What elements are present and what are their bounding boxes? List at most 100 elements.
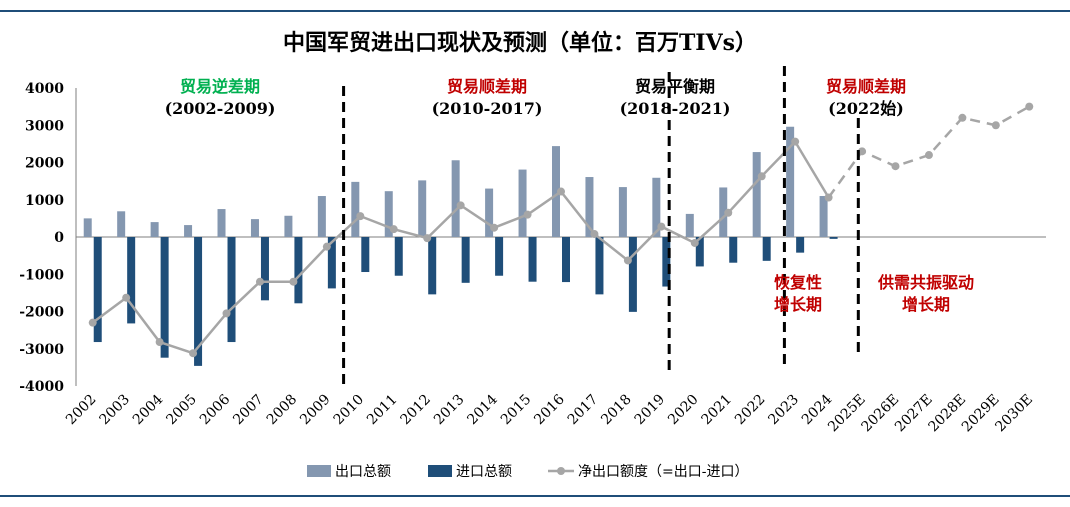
import-bar <box>662 237 671 287</box>
period-label-range: (2022始) <box>828 99 904 118</box>
net-export-point <box>322 242 331 251</box>
x-tick-label: 2005 <box>163 392 200 429</box>
net-export-point <box>523 210 532 219</box>
bottom-rule <box>0 495 1070 497</box>
export-bar <box>752 152 761 237</box>
export-bar <box>786 126 795 237</box>
period-label-title: 贸易顺差期 <box>826 77 906 96</box>
import-bar <box>394 237 403 276</box>
period-label-title: 贸易平衡期 <box>635 77 715 96</box>
import-bar <box>729 237 738 263</box>
import-bar <box>127 237 136 324</box>
import-bar <box>194 237 203 366</box>
export-bar <box>150 222 159 237</box>
chart-title: 中国军贸进出口现状及预测（单位：百万TIVs） <box>283 30 757 56</box>
phase-label: 增长期 <box>774 295 822 314</box>
import-bar <box>327 237 336 289</box>
y-tick-label: 4000 <box>25 81 64 97</box>
net-export-point <box>456 201 465 210</box>
x-tick-label: 2019 <box>632 392 669 429</box>
import-bar <box>294 237 303 304</box>
y-tick-label: -2000 <box>19 305 64 321</box>
net-export-point <box>590 230 599 239</box>
x-tick-label: 2030E <box>992 392 1036 436</box>
x-tick-label: 2022 <box>732 392 769 429</box>
period-label-title: 贸易逆差期 <box>180 77 260 96</box>
x-tick-label: 2007 <box>230 392 267 429</box>
x-tick-label: 2015 <box>498 392 535 429</box>
y-tick-label: -4000 <box>19 379 64 395</box>
y-tick-label: 3000 <box>25 118 64 134</box>
period-label-range: (2018-2021) <box>620 99 731 118</box>
x-tick-label: 2017 <box>565 392 602 429</box>
x-tick-label: 2008 <box>264 392 301 429</box>
y-tick-label: 2000 <box>25 156 64 172</box>
x-tick-label: 2013 <box>431 392 468 429</box>
net-export-point <box>623 256 632 265</box>
period-label-range: (2002-2009) <box>165 99 276 118</box>
import-bar <box>829 237 838 239</box>
net-export-point <box>757 172 766 181</box>
net-export-point <box>189 349 198 358</box>
top-rule <box>0 10 1070 12</box>
export-bar <box>552 146 560 237</box>
x-tick-label: 2016 <box>531 391 568 428</box>
legend-export-swatch <box>307 465 331 477</box>
net-export-point <box>255 277 264 286</box>
net-export-point <box>724 208 733 217</box>
export-bar <box>819 196 828 237</box>
import-bar <box>628 237 637 312</box>
net-export-point <box>824 193 833 202</box>
import-bar <box>227 237 236 343</box>
x-tick-label: 2021 <box>699 392 736 429</box>
x-tick-label: 2010 <box>331 392 368 429</box>
net-export-point <box>356 212 365 221</box>
phase-label: 恢复性 <box>774 273 822 292</box>
net-export-point <box>222 309 231 318</box>
x-tick-label: 2020 <box>665 392 702 429</box>
x-tick-label: 2009 <box>297 392 334 429</box>
export-bar <box>250 219 259 237</box>
import-bar <box>695 237 704 267</box>
export-bar <box>618 187 627 237</box>
legend-export-label: 出口总额 <box>335 464 391 480</box>
net-export-point <box>490 223 499 232</box>
import-bar <box>461 237 470 283</box>
legend-import-swatch <box>428 465 452 477</box>
net-export-point <box>557 187 565 196</box>
y-tick-label: -1000 <box>19 267 64 283</box>
legend-net-marker <box>557 467 565 475</box>
phase-label: 增长期 <box>902 295 950 314</box>
y-tick-label: 0 <box>54 230 64 246</box>
export-bar <box>384 191 393 237</box>
x-tick-label: 2004 <box>130 391 167 428</box>
x-tick-label: 2003 <box>96 392 133 429</box>
import-bar <box>796 237 805 253</box>
net-export-point <box>289 277 298 286</box>
export-bar <box>284 215 293 237</box>
import-bar <box>595 237 604 295</box>
net-export-point <box>657 222 666 231</box>
x-tick-label: 2011 <box>364 392 401 429</box>
net-export-point <box>690 238 699 247</box>
import-bar <box>762 237 771 261</box>
x-tick-label: 2018 <box>598 392 635 429</box>
export-bar <box>685 213 694 237</box>
x-tick-label: 2002 <box>63 392 100 429</box>
export-bar <box>485 188 494 237</box>
legend-import-label: 进口总额 <box>456 464 512 480</box>
net-export-point <box>155 338 164 347</box>
net-export-point <box>891 162 900 171</box>
x-tick-label: 2014 <box>464 391 501 428</box>
export-bar <box>418 180 427 237</box>
import-bar <box>260 237 269 301</box>
export-bar <box>217 209 226 237</box>
import-bar <box>93 237 102 343</box>
export-bar <box>317 196 326 237</box>
x-tick-label: 2023 <box>765 392 802 429</box>
net-export-point <box>423 234 432 243</box>
net-export-point <box>88 318 97 327</box>
phase-label: 供需共振驱动 <box>877 273 974 292</box>
net-export-point <box>858 147 867 156</box>
